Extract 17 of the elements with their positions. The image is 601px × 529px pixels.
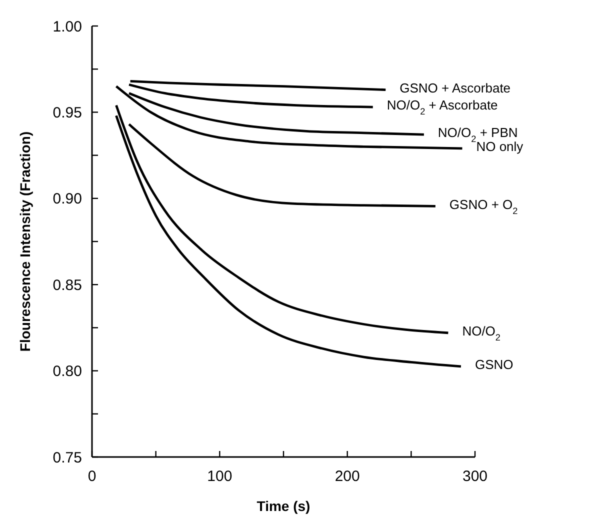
series-label: GSNO <box>474 357 514 372</box>
series-label: GSNO + Ascorbate <box>400 80 511 96</box>
y-tick-label: 0.95 <box>52 104 82 122</box>
x-tick-label: 100 <box>207 468 232 485</box>
series-label: NO/O$_{2}$ <box>462 323 500 342</box>
x-tick-label: 300 <box>462 468 488 485</box>
y-tick-label: 0.75 <box>52 449 82 466</box>
series-label: NO/O$_{2}$ + Ascorbate <box>386 98 498 117</box>
x-tick-label: 200 <box>334 468 360 485</box>
y-tick-label: 1.00 <box>52 18 82 36</box>
y-axis-title: Flourescence Intensity (Fraction) <box>17 131 33 352</box>
y-tick-label: 0.85 <box>52 276 82 294</box>
series-label: GSNO + O$_{2}$ <box>449 196 518 216</box>
x-axis-title: Time (s) <box>256 498 310 514</box>
y-tick-label: 0.80 <box>52 363 82 380</box>
x-tick-label: 0 <box>88 468 96 485</box>
y-tick-label: 0.90 <box>52 190 82 208</box>
